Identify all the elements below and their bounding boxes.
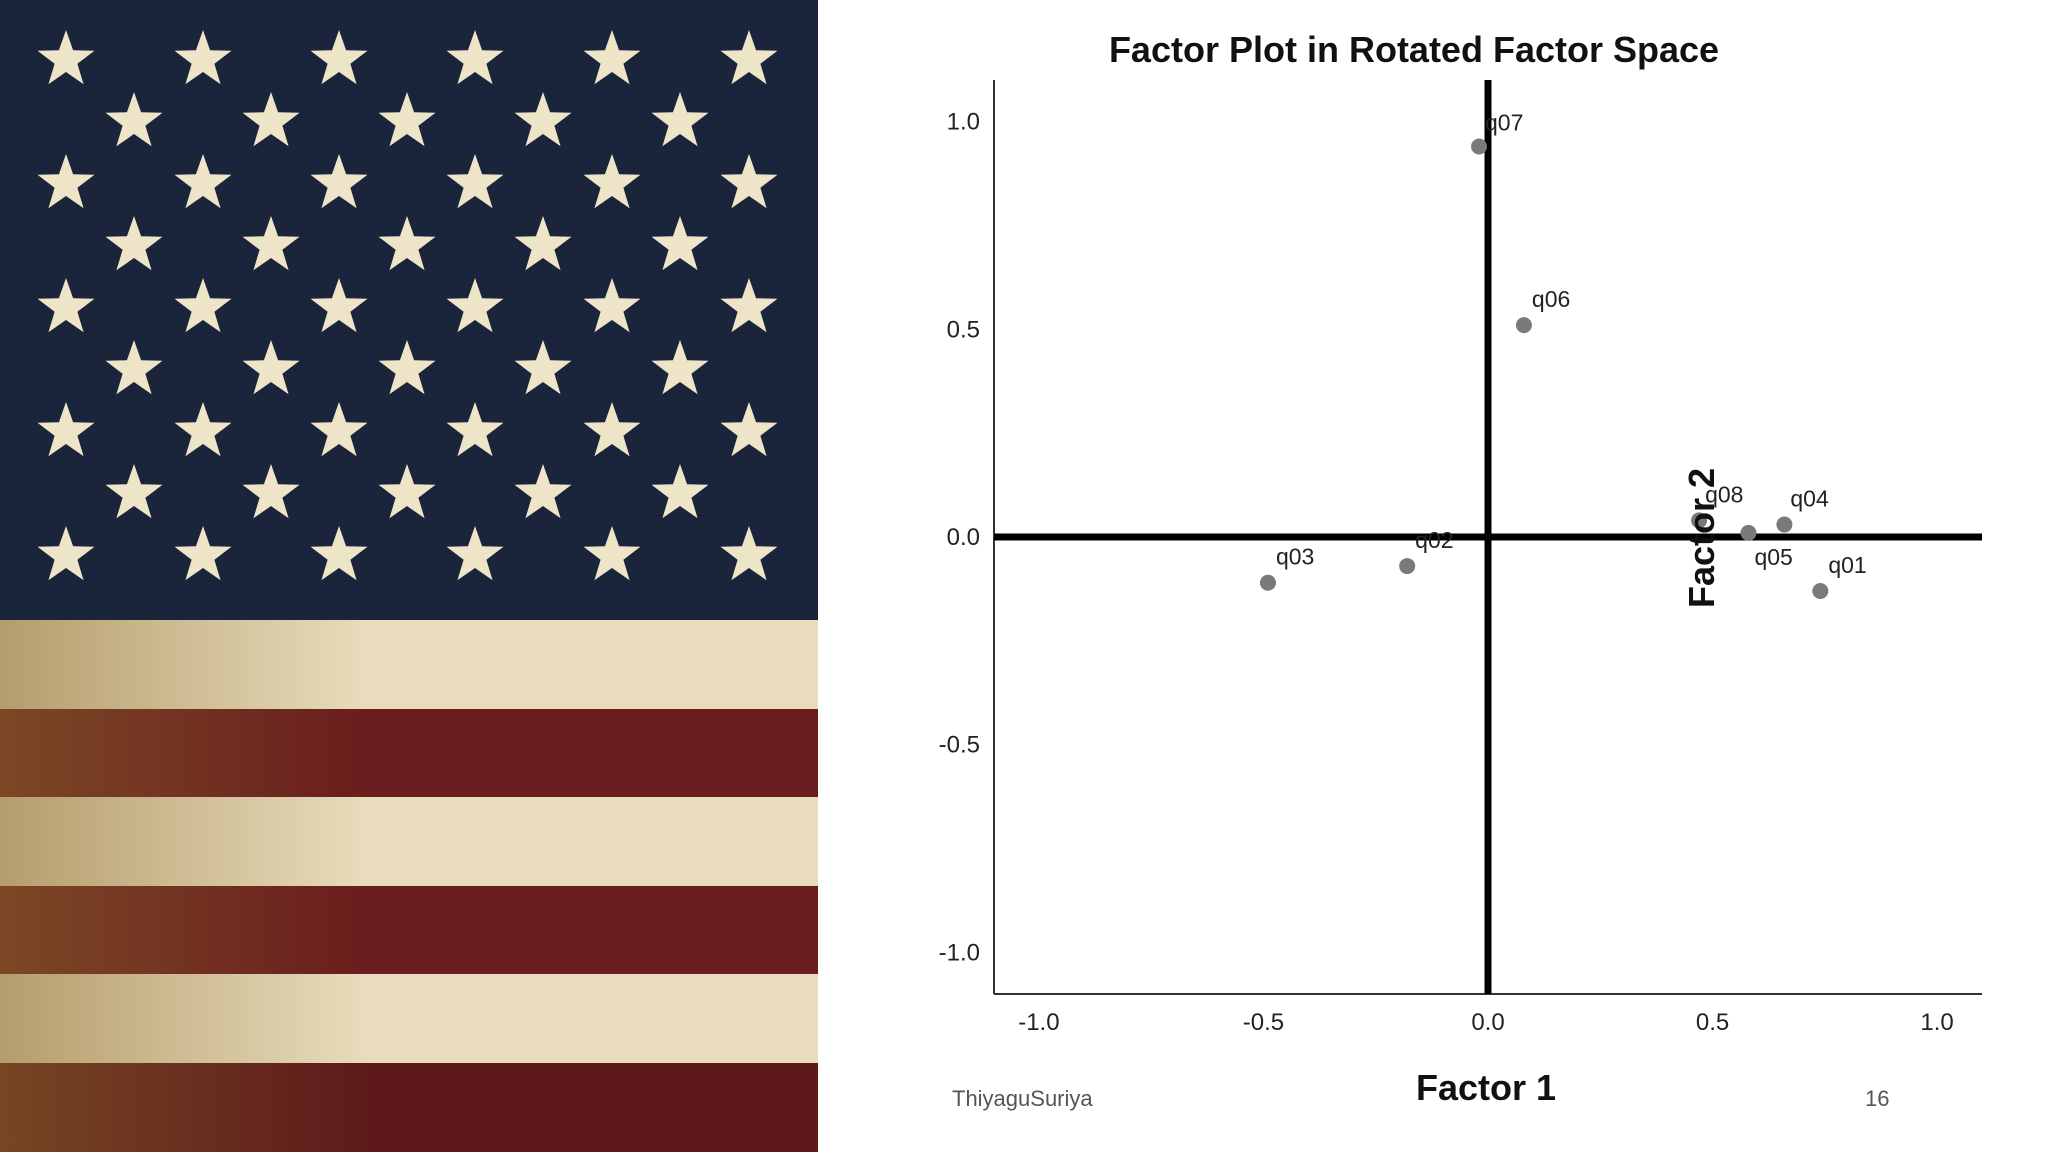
flag-star — [720, 402, 778, 457]
flag-star — [651, 92, 709, 147]
flag-star — [446, 30, 504, 85]
american-flag-image — [0, 0, 818, 1152]
flag-star — [583, 402, 641, 457]
flag-star — [446, 278, 504, 333]
tick-labels: -1.0 -0.5 0.0 0.5 1.0 1.0 0.5 0.0 -0.5 -1.0 — [939, 109, 1954, 1036]
x-tick-label: -1.0 — [1018, 1009, 1059, 1036]
x-tick-label: 0.5 — [1696, 1009, 1729, 1036]
flag-star — [174, 526, 232, 581]
plot-axes — [993, 80, 1982, 995]
flag-star — [174, 278, 232, 333]
flag-star — [514, 340, 572, 395]
flag-star — [651, 340, 709, 395]
flag-star — [174, 402, 232, 457]
flag-star — [720, 154, 778, 209]
flag-star — [514, 464, 572, 519]
y-tick-label: -1.0 — [939, 939, 980, 966]
flag-star — [310, 402, 368, 457]
point-label: q01 — [1828, 552, 1866, 578]
flag-star — [310, 154, 368, 209]
flag-star — [242, 464, 300, 519]
flag-star — [514, 216, 572, 271]
flag-star — [242, 92, 300, 147]
x-axis-label: Factor 1 — [1416, 1067, 1556, 1108]
flag-star — [720, 30, 778, 85]
factor-plot: Factor Plot in Rotated Factor Space -1.0… — [939, 29, 1982, 1108]
data-point — [1812, 583, 1829, 600]
flag-star — [37, 278, 95, 333]
flag-star — [720, 278, 778, 333]
flag-star — [514, 92, 572, 147]
flag-star — [446, 154, 504, 209]
flag-star — [310, 278, 368, 333]
slide-author: ThiyaguSuriya — [952, 1086, 1093, 1111]
flag-star — [446, 526, 504, 581]
flag-stars — [37, 30, 778, 581]
flag-star — [583, 154, 641, 209]
flag-star — [583, 526, 641, 581]
point-label: q08 — [1705, 481, 1743, 507]
point-label: q06 — [1532, 286, 1570, 312]
flag-star — [105, 340, 163, 395]
y-tick-label: 0.0 — [947, 524, 980, 551]
point-label: q04 — [1790, 486, 1829, 512]
x-tick-label: 0.0 — [1471, 1009, 1504, 1036]
data-point — [1776, 516, 1793, 533]
flag-star — [174, 154, 232, 209]
x-tick-label: -0.5 — [1243, 1009, 1284, 1036]
flag-star — [174, 30, 232, 85]
flag-star — [37, 30, 95, 85]
data-points: q07 q06 q08 q04 q05 q01 q02 q03 — [1259, 109, 1867, 600]
y-tick-label: 0.5 — [947, 316, 980, 343]
y-tick-label: -0.5 — [939, 732, 980, 759]
flag-star — [37, 154, 95, 209]
flag-star — [105, 464, 163, 519]
flag-star — [583, 30, 641, 85]
flag-star — [105, 92, 163, 147]
data-point — [1740, 524, 1757, 541]
data-point — [1515, 317, 1532, 334]
flag-star — [720, 526, 778, 581]
chart-title: Factor Plot in Rotated Factor Space — [1109, 29, 1719, 70]
flag-star — [310, 526, 368, 581]
point-label: q02 — [1415, 527, 1453, 553]
data-point — [1691, 512, 1708, 529]
flag-star — [310, 30, 368, 85]
flag-star — [378, 464, 436, 519]
flag-star — [378, 340, 436, 395]
y-axis-label: Factor 2 — [1681, 468, 1722, 608]
point-label: q03 — [1276, 544, 1314, 570]
flag-star — [105, 216, 163, 271]
flag-star — [242, 340, 300, 395]
flag-star — [37, 402, 95, 457]
flag-star — [651, 464, 709, 519]
flag-star — [242, 216, 300, 271]
flag-star — [378, 216, 436, 271]
slide-page-number: 16 — [1865, 1086, 1890, 1111]
point-label: q07 — [1485, 109, 1523, 135]
data-point — [1471, 138, 1488, 155]
point-label: q05 — [1754, 544, 1792, 570]
x-tick-label: 1.0 — [1920, 1009, 1953, 1036]
flag-star — [583, 278, 641, 333]
y-tick-label: 1.0 — [947, 109, 980, 136]
data-point — [1259, 574, 1276, 591]
flag-star — [378, 92, 436, 147]
flag-star — [651, 216, 709, 271]
flag-star — [37, 526, 95, 581]
flag-star — [446, 402, 504, 457]
data-point — [1399, 558, 1416, 575]
